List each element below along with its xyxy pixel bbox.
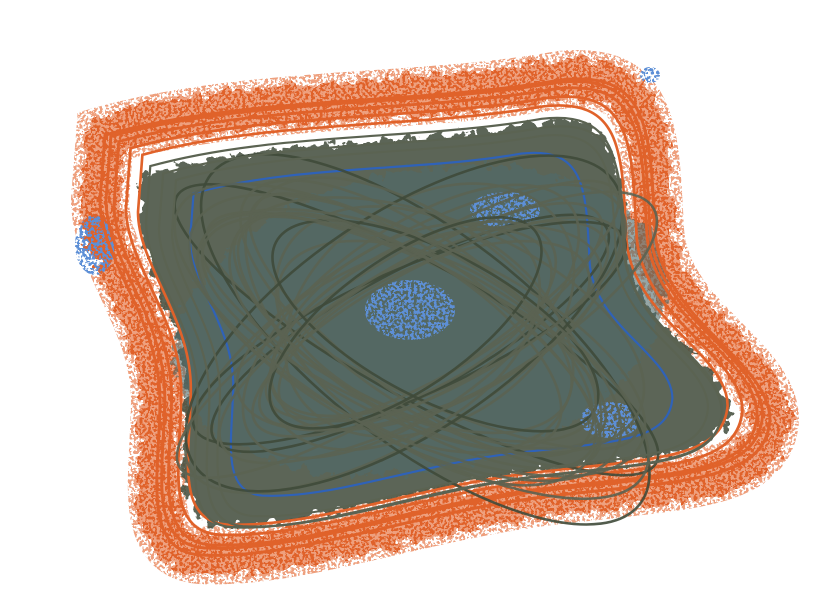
- olive-loop-20: [244, 176, 603, 487]
- olive-loop-22: [196, 207, 647, 478]
- olive-loop-32: [232, 212, 598, 470]
- olive-loop-19: [241, 183, 581, 460]
- olive-loop-33: [251, 216, 622, 438]
- olive-loop-34: [173, 182, 650, 501]
- orange-contour-5: [104, 79, 765, 550]
- olive-contour-2: [170, 134, 710, 518]
- olive-loop-29: [218, 190, 659, 465]
- olive-loop-25: [269, 220, 558, 418]
- orange-contour-2: [112, 86, 759, 547]
- olive-loop-31: [268, 216, 543, 430]
- orange-contour-3: [124, 95, 744, 537]
- olive-scribble-loops: [144, 116, 724, 529]
- olive-loop-14: [239, 178, 595, 458]
- olive-contour-3: [144, 116, 724, 529]
- orange-contour-1: [98, 77, 772, 557]
- olive-loop-24: [228, 196, 646, 455]
- olive-loop-12: [276, 239, 573, 435]
